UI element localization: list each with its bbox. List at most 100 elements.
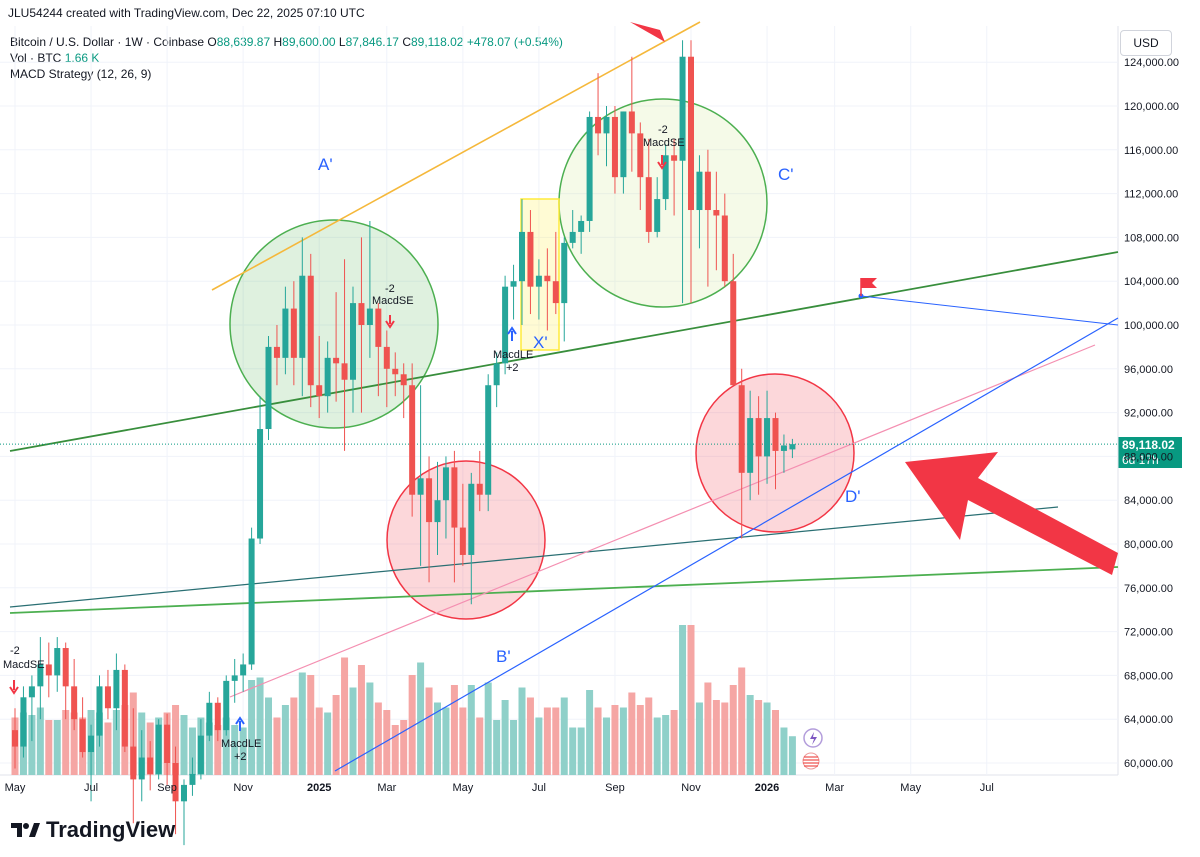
volume-bar [383, 710, 391, 775]
volume-bar [628, 692, 636, 775]
price-tick-label: 60,000.00 [1124, 758, 1173, 770]
candle-body [37, 664, 44, 687]
volume-bar [36, 707, 44, 775]
volume-bar [577, 727, 585, 775]
candle-body [45, 664, 52, 676]
volume-bar [493, 720, 501, 775]
volume-bar [543, 707, 551, 775]
candle-body [620, 111, 627, 178]
price-tick-label: 100,000.00 [1124, 320, 1179, 332]
candle-body [451, 467, 458, 528]
legend-macd-strategy[interactable]: MACD Strategy (12, 26, 9) [10, 67, 152, 81]
volume-bar [408, 675, 416, 775]
zone-rect-x[interactable] [520, 198, 560, 351]
zone-circle-a[interactable] [229, 219, 439, 429]
legend-high: 89,600.00 [282, 35, 336, 49]
signal-qty-4: -2 [10, 645, 20, 657]
volume-bar [653, 717, 661, 775]
volume-bar [425, 687, 433, 775]
signal-macdse-1: MacdSE [372, 295, 414, 307]
signal-qty-1: -2 [385, 283, 395, 295]
candle-body [282, 308, 289, 358]
candle-body [552, 281, 559, 304]
arrow-up-icon [235, 716, 245, 731]
trendline-pink[interactable] [229, 344, 1096, 698]
volume-bar [172, 705, 180, 775]
candle-body [679, 56, 686, 161]
price-tick-label: 88,000.00 [1124, 451, 1173, 463]
volume-bar [265, 697, 272, 775]
volume-bar [391, 725, 399, 775]
candle-body [637, 133, 644, 178]
price-tick-label: 68,000.00 [1124, 670, 1173, 682]
candle-body [671, 155, 678, 161]
volume-bar [239, 727, 247, 775]
label-x[interactable]: X' [533, 333, 548, 352]
volume-bar [231, 725, 239, 775]
chart-legend: Bitcoin / U.S. Dollar · 1W · Coinbase O 8… [10, 34, 563, 82]
volume-bar [679, 625, 687, 775]
candle-body [231, 675, 238, 681]
price-tick-label: 96,000.00 [1124, 364, 1173, 376]
candle-body [164, 724, 171, 763]
candle-body [130, 746, 137, 780]
legend-volume-label[interactable]: Vol · BTC [10, 51, 62, 65]
candle-body [755, 418, 762, 457]
volume-bar [611, 705, 619, 775]
candle-body [502, 286, 509, 364]
time-tick-label: Nov [681, 782, 701, 794]
candle-body [595, 116, 602, 134]
time-tick-label: Jul [980, 782, 994, 794]
volume-bar [188, 727, 196, 775]
candle-body [71, 686, 78, 720]
price-axis[interactable]: 60,000.00 64,000.00 68,000.00 72,000.00 76,0… [1124, 57, 1179, 770]
trendline-green-upper[interactable] [9, 251, 1119, 452]
candle-body [350, 303, 356, 380]
candle-body [366, 308, 373, 325]
legend-symbol[interactable]: Bitcoin / U.S. Dollar · 1W · Coinbase [10, 35, 205, 49]
price-tick-label: 92,000.00 [1124, 408, 1173, 420]
flag-icon[interactable] [860, 278, 877, 296]
label-b[interactable]: B' [496, 647, 511, 666]
volume-bar [467, 685, 475, 775]
time-tick-label: Nov [233, 782, 253, 794]
candle-body [713, 210, 720, 216]
candle-body [265, 346, 272, 430]
trendline-blue[interactable] [334, 317, 1119, 772]
tradingview-branding[interactable]: TradingView [10, 817, 175, 842]
label-d[interactable]: D' [845, 487, 861, 506]
arrow-down-icon [9, 680, 19, 695]
volume-bar [256, 677, 264, 775]
big-arrow-right-icon[interactable] [905, 452, 1118, 575]
price-tick-label: 124,000.00 [1124, 57, 1179, 69]
candle-body [28, 686, 35, 698]
candle-body [104, 686, 111, 709]
time-tick-label: Sep [157, 782, 177, 794]
legend-macd-row: MACD Strategy (12, 26, 9) [10, 66, 563, 82]
price-tick-label: 108,000.00 [1124, 232, 1179, 244]
candle-body [603, 116, 610, 134]
volume-bar [374, 702, 382, 775]
label-a[interactable]: A' [318, 155, 333, 174]
volume-bar [45, 720, 53, 775]
candle-body [426, 478, 433, 523]
trendline-orange[interactable] [211, 21, 701, 291]
candle-body [138, 757, 145, 780]
candle-body [383, 346, 390, 369]
currency-button[interactable]: USD [1120, 30, 1172, 56]
trendline-green-lower[interactable] [9, 566, 1119, 614]
volume-bar [434, 702, 441, 775]
candle-body [527, 231, 534, 287]
price-tick-label: 80,000.00 [1124, 539, 1173, 551]
candle-body [578, 220, 585, 232]
time-axis[interactable]: May Jul Sep Nov 2025 Mar May Jul Sep Nov 2026 Mar Ma… [5, 782, 994, 794]
volume-bar [70, 712, 78, 775]
ray-blue-flag[interactable] [860, 295, 1119, 326]
volume-bars [11, 625, 796, 775]
volume-bar [729, 685, 737, 775]
trendline-teal[interactable] [9, 506, 1059, 608]
big-arrow-top-icon[interactable] [630, 22, 665, 42]
label-c[interactable]: C' [778, 165, 794, 184]
candle-body [417, 478, 424, 495]
